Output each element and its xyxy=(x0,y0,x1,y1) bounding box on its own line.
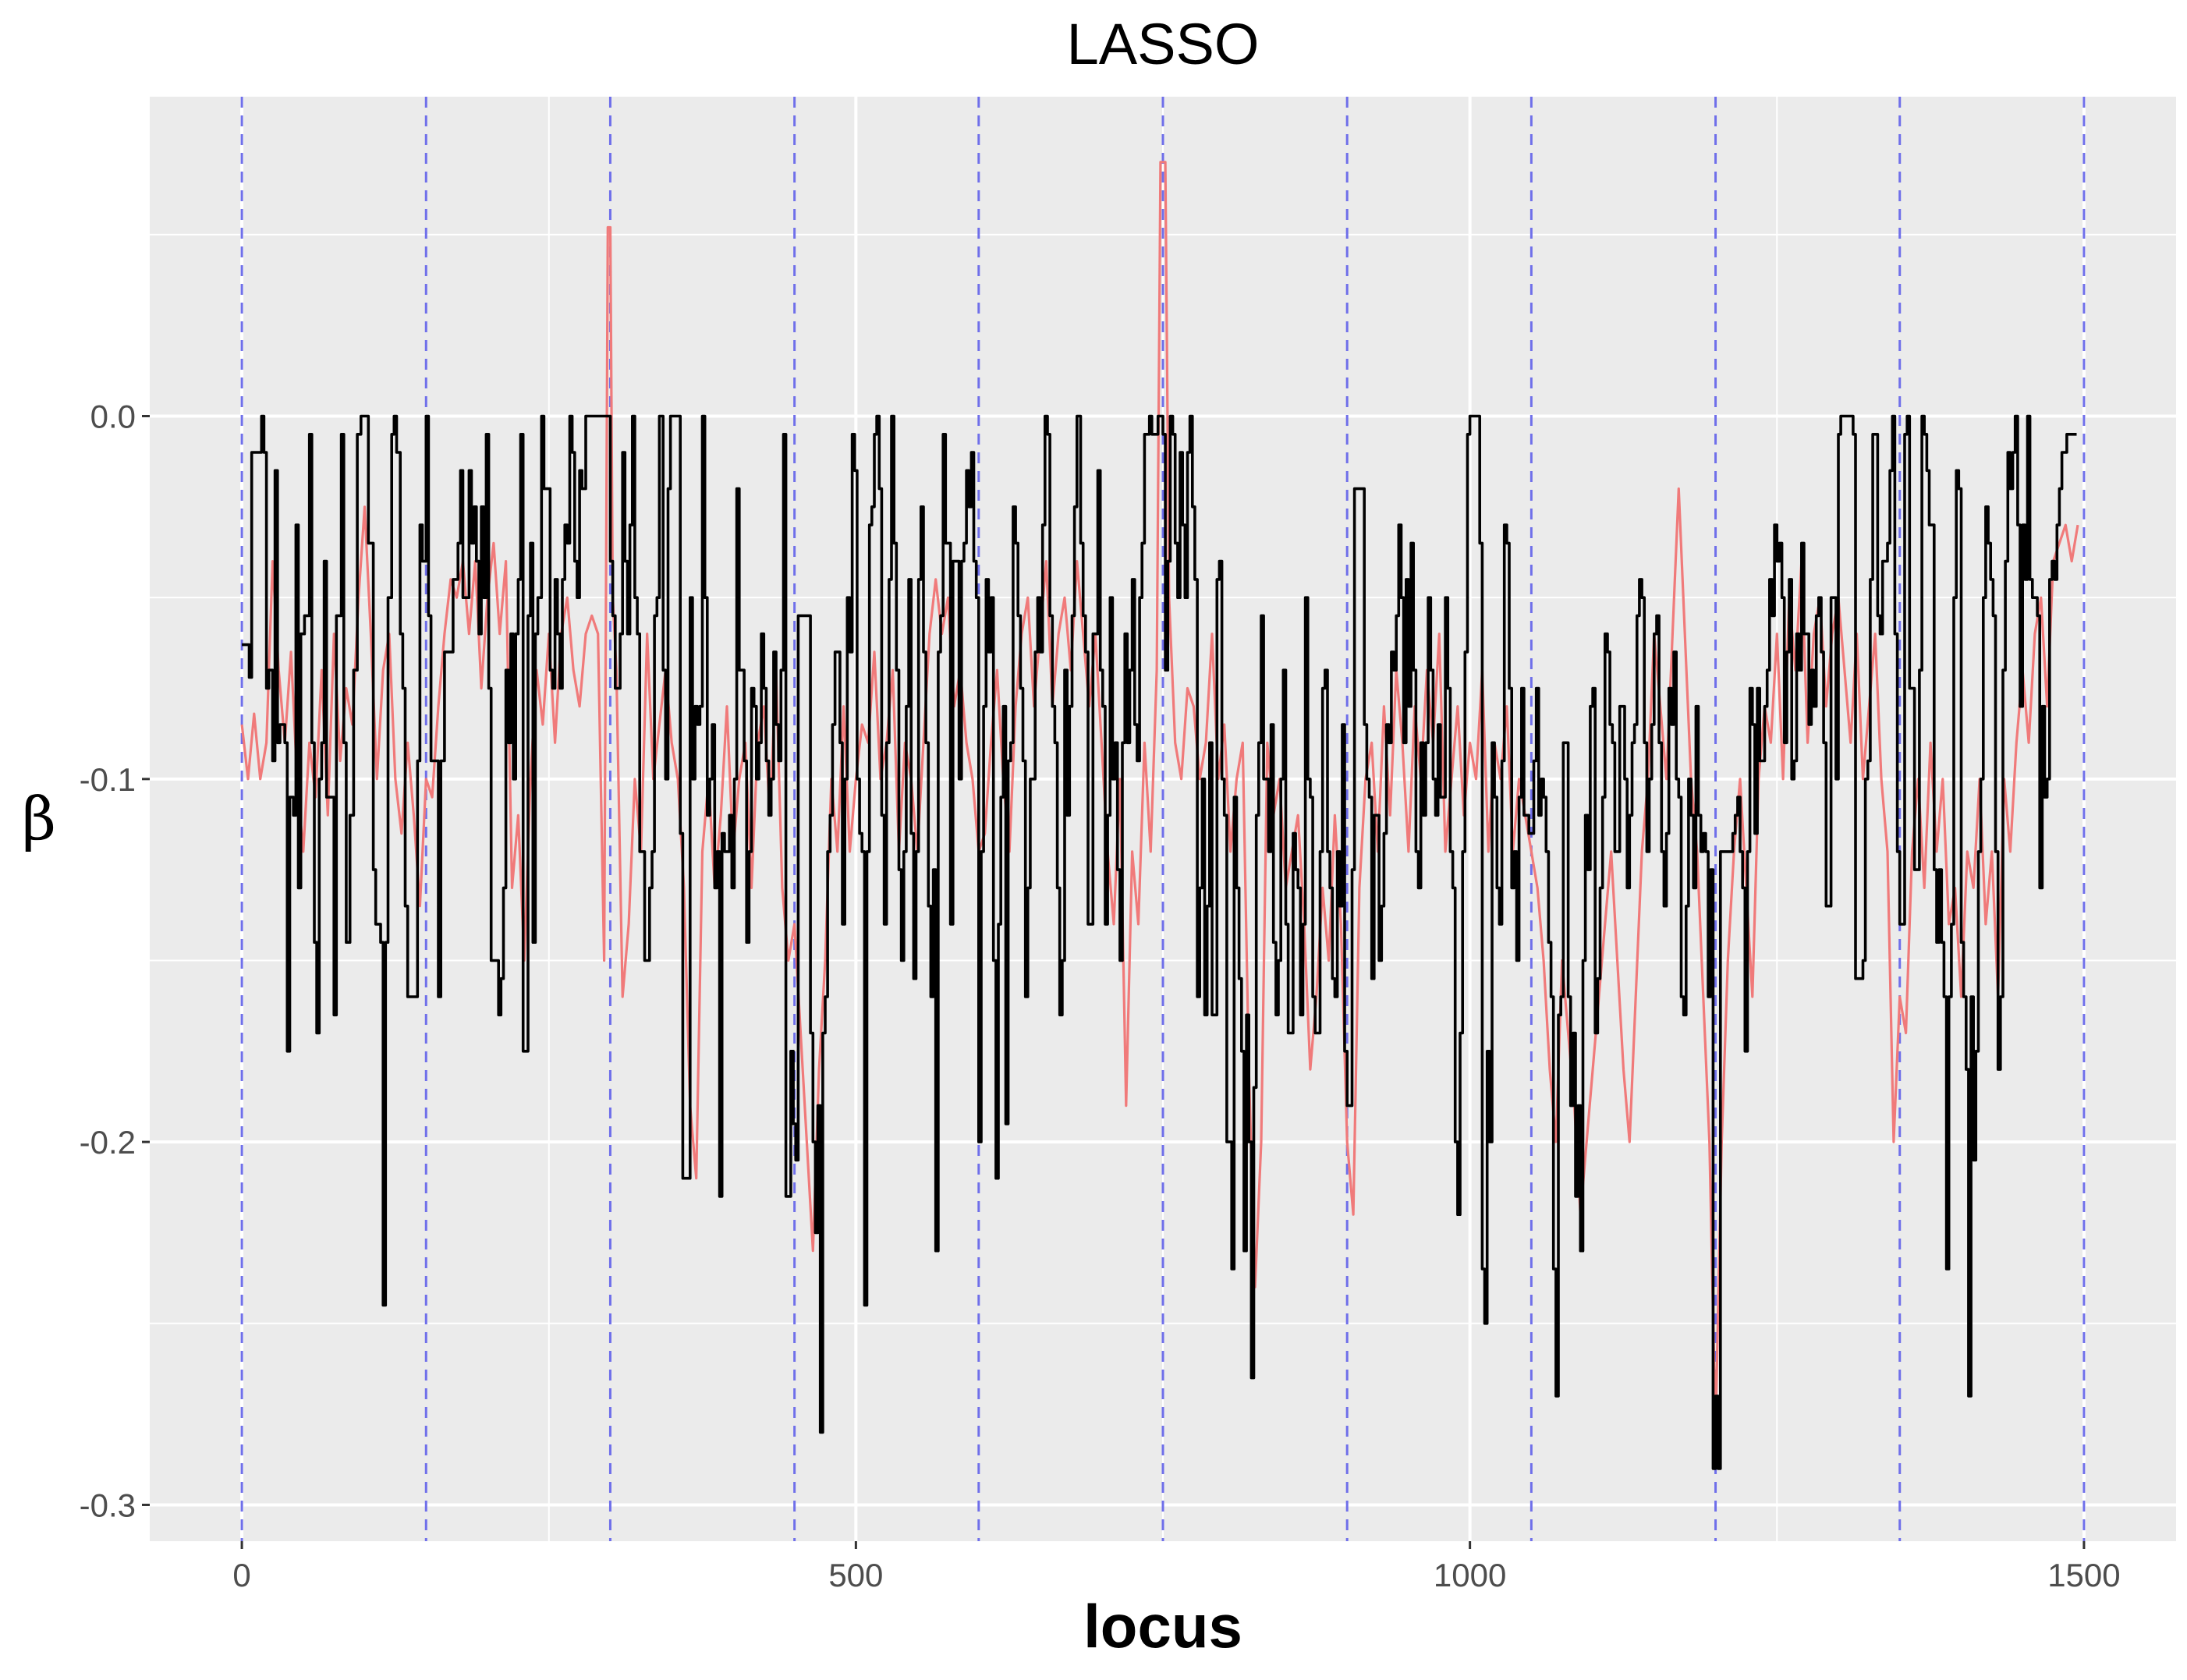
series-lines xyxy=(240,161,2079,1470)
y-tick-label: 0.0 xyxy=(90,398,136,434)
x-tick-label: 1000 xyxy=(1434,1557,1506,1593)
chart-title: LASSO xyxy=(1067,12,1260,76)
x-tick-label: 500 xyxy=(828,1557,883,1593)
y-tick-label: -0.2 xyxy=(80,1124,136,1161)
dashed-reference-lines xyxy=(240,97,2086,1541)
y-axis-title: β xyxy=(22,784,56,853)
y-tick-label: -0.3 xyxy=(80,1487,136,1523)
axes: 0 500 1000 1500 0.0 -0.1 -0.2 -0.3 xyxy=(80,398,2121,1593)
x-axis-title: locus xyxy=(1083,1592,1242,1661)
y-tick-label: -0.1 xyxy=(80,761,136,798)
x-tick-label: 1500 xyxy=(2047,1557,2120,1593)
x-tick-label: 0 xyxy=(232,1557,250,1593)
series-line-2 xyxy=(242,414,2077,1470)
